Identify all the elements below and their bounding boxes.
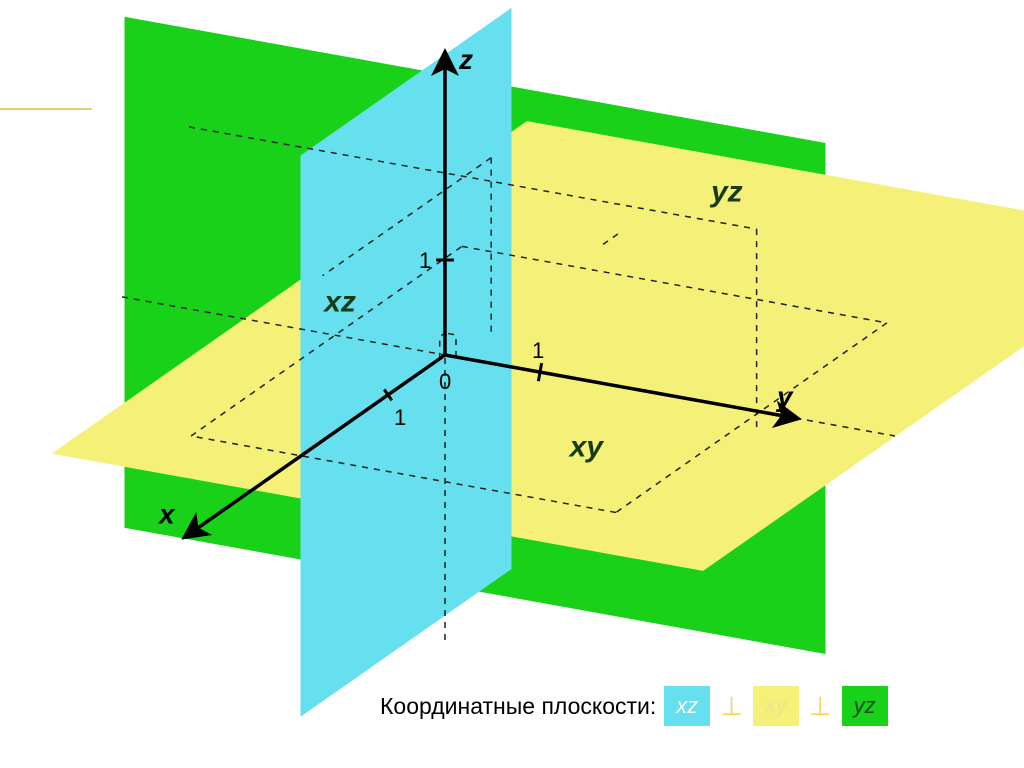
label-unit-z: 1 [419,248,431,273]
label-axis-x: x [157,499,176,530]
legend: Координатные плоскости: xz ⊥ xy ⊥ yz [380,686,888,726]
legend-swatch-yz: yz [842,686,888,726]
label-plane-xy: xy [568,430,605,463]
legend-title: Координатные плоскости: [380,693,656,720]
label-origin: 0 [439,369,451,394]
legend-separator: ⊥ [807,691,834,722]
legend-swatch-xz: xz [664,686,710,726]
label-plane-xz: xz [322,286,356,319]
label-axis-y: y [775,381,794,412]
coordinate-planes-svg: z y x 0 1 1 1 yz xz xy [0,0,1024,768]
label-unit-y: 1 [532,338,544,363]
label-axis-z: z [458,44,473,75]
label-plane-yz: yz [709,175,743,208]
diagram-stage: z y x 0 1 1 1 yz xz xy Координатные плоскости: xz… [0,0,1024,768]
legend-separator: ⊥ [718,691,745,722]
legend-swatch-xy: xy [753,686,799,726]
label-unit-x: 1 [394,405,406,430]
